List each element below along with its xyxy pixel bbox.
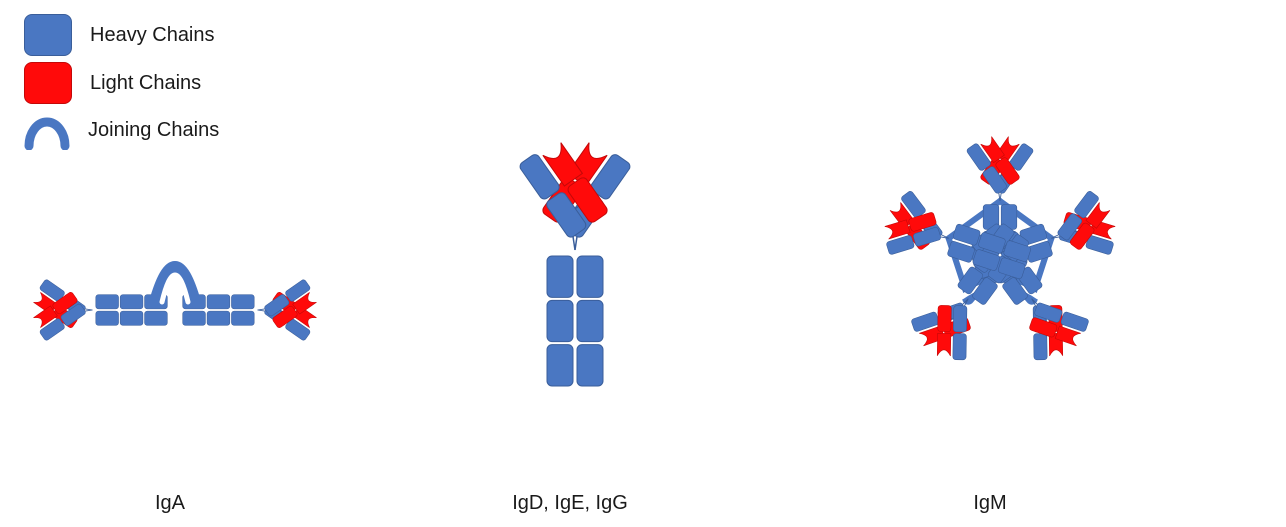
monomer-structure [516, 138, 633, 386]
iga-structure [31, 267, 319, 342]
igm-structure [874, 134, 1126, 374]
immunoglobulin-diagram [0, 0, 1286, 527]
